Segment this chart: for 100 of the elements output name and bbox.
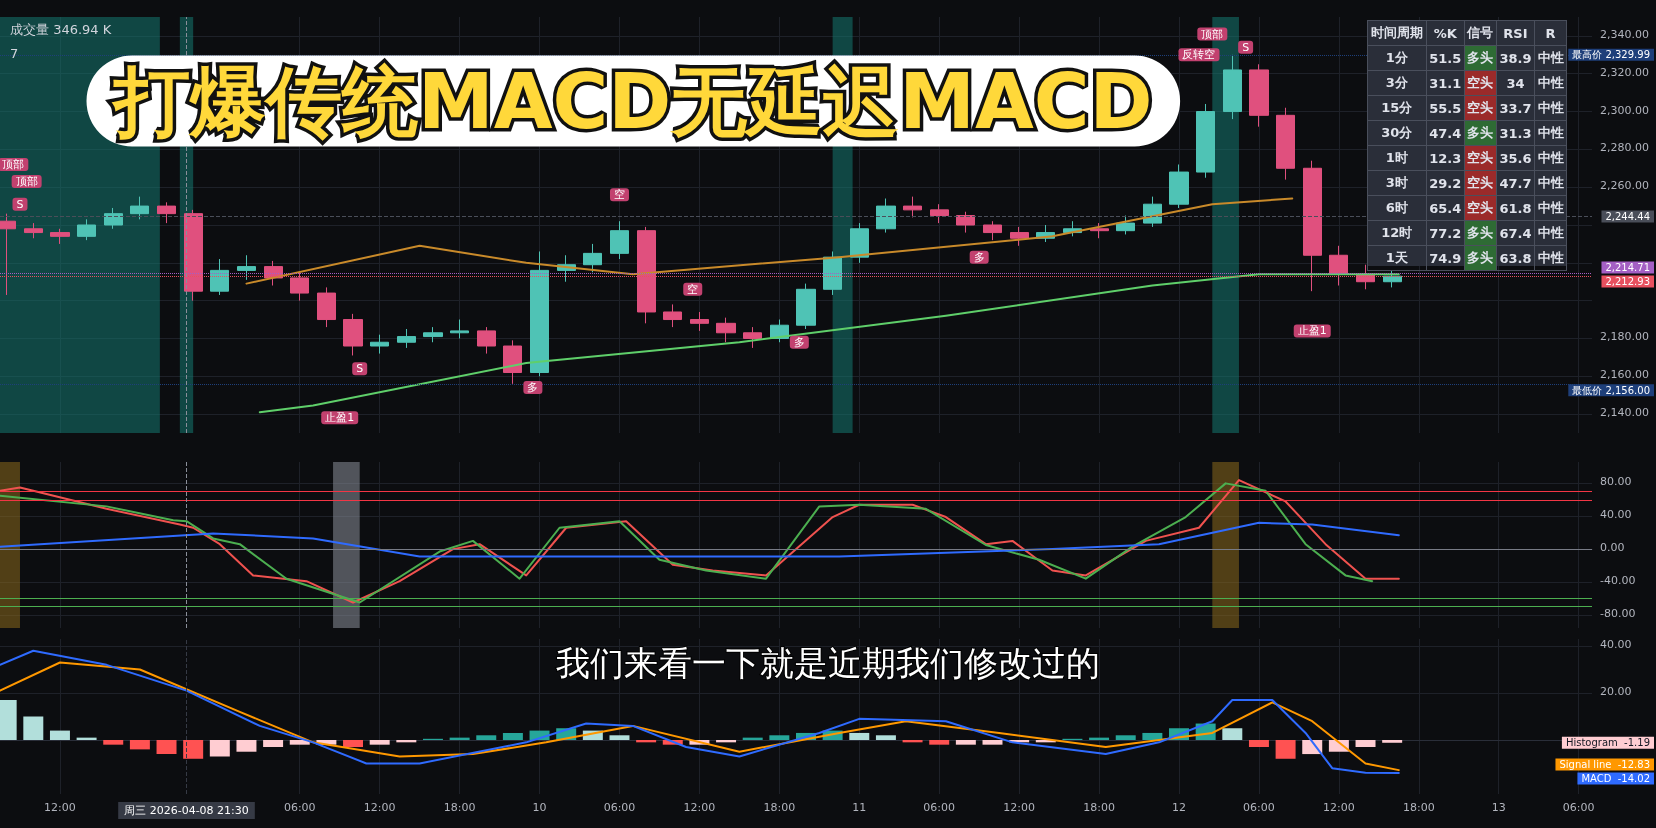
text: 空头 bbox=[1467, 175, 1494, 190]
y-tick-label: 80.00 bbox=[1600, 475, 1632, 489]
text: 中性 bbox=[1537, 200, 1564, 215]
y-tick-label: 2,340.00 bbox=[1600, 27, 1649, 41]
text: 34 bbox=[1506, 75, 1525, 91]
annotation: 止盈1 bbox=[1297, 324, 1327, 338]
y-tick-label: 2,300.00 bbox=[1600, 103, 1649, 117]
text: 35.6 bbox=[1499, 150, 1532, 166]
text: 空头 bbox=[1467, 200, 1494, 215]
y-tick-label: 40.00 bbox=[1600, 638, 1632, 652]
ref-line-label: 最低价 2,156.00 bbox=[1572, 384, 1650, 396]
y-tick-label: 2,260.00 bbox=[1600, 179, 1649, 193]
annotation: 反转空 bbox=[1182, 48, 1216, 62]
text: 中性 bbox=[1537, 150, 1564, 165]
y-tick-label: -40.00 bbox=[1600, 573, 1636, 587]
x-tick-label: 06:00 bbox=[283, 801, 316, 814]
text: 中性 bbox=[1537, 125, 1564, 140]
annotation: 7 bbox=[10, 46, 19, 61]
text: MACD -14.02 bbox=[1581, 773, 1650, 785]
text: 中性 bbox=[1537, 100, 1564, 115]
y-tick-label: 0.00 bbox=[1600, 541, 1625, 555]
category-label: R bbox=[1534, 20, 1567, 46]
text: 中性 bbox=[1537, 75, 1564, 90]
y-tick-label: -80.00 bbox=[1600, 606, 1636, 620]
annotation: 空 bbox=[613, 188, 625, 202]
ref-line-label: 2,212.93 bbox=[1605, 276, 1650, 287]
x-tick-label: 12:00 bbox=[683, 801, 716, 814]
annotation: S bbox=[1242, 40, 1250, 54]
text: 12时 bbox=[1381, 225, 1413, 240]
annotation: 多 bbox=[527, 381, 539, 395]
annotation: 多 bbox=[973, 250, 985, 264]
text: 1天 bbox=[1385, 250, 1408, 265]
text: 77.2 bbox=[1429, 225, 1462, 241]
text: Signal line -12.83 bbox=[1559, 759, 1650, 771]
text: 多头 bbox=[1467, 125, 1494, 140]
chart-subtitle: 我们来看一下就是近期我们修改过的 bbox=[556, 643, 1100, 683]
x-tick-label: 12:00 bbox=[44, 801, 76, 814]
text: 中性 bbox=[1537, 50, 1564, 65]
x-tick-label: 10 bbox=[532, 801, 547, 814]
x-tick-label: 12:00 bbox=[1003, 801, 1035, 814]
y-tick-label: 2,280.00 bbox=[1600, 141, 1649, 155]
annotation: 顶部 bbox=[2, 157, 25, 171]
text: 中性 bbox=[1537, 175, 1564, 190]
x-tick-label: 06:00 bbox=[1243, 801, 1275, 814]
text: 中性 bbox=[1537, 250, 1564, 265]
annotation: 顶部 bbox=[15, 175, 38, 189]
text: 31.1 bbox=[1429, 75, 1462, 91]
annotation: 止盈1 bbox=[325, 411, 355, 425]
x-tick-label: 13 bbox=[1491, 801, 1506, 814]
text: 空头 bbox=[1467, 100, 1494, 115]
category-label: %K bbox=[1426, 20, 1465, 46]
text: 74.9 bbox=[1429, 250, 1462, 266]
text: 空头 bbox=[1467, 150, 1494, 165]
x-tick-label: 06:00 bbox=[923, 801, 956, 814]
text: 33.7 bbox=[1499, 100, 1532, 116]
y-tick-label: 2,320.00 bbox=[1600, 65, 1649, 79]
text: Histogram -1.19 bbox=[1565, 737, 1650, 749]
text: 中性 bbox=[1537, 225, 1564, 240]
y-tick-label: 2,160.00 bbox=[1600, 368, 1649, 382]
category-label: 时间周期 bbox=[1367, 20, 1427, 46]
text: 15分 bbox=[1381, 100, 1413, 115]
text: 31.3 bbox=[1499, 125, 1532, 141]
text: 47.4 bbox=[1429, 125, 1462, 141]
annotation: 成交量 346.94 K bbox=[10, 22, 112, 37]
text: 打爆传统MACD无延迟MACD bbox=[111, 56, 1153, 146]
x-tick-label: 06:00 bbox=[603, 801, 636, 814]
text: 12.3 bbox=[1429, 150, 1462, 166]
x-tick-label: 18:00 bbox=[1402, 801, 1435, 814]
ref-line-label: 周三 2026-04-08 21:30 bbox=[124, 804, 249, 817]
y-tick-label: 2,140.00 bbox=[1600, 406, 1649, 420]
text: 65.4 bbox=[1429, 200, 1462, 216]
text: 多头 bbox=[1467, 50, 1494, 65]
y-tick-label: 20.00 bbox=[1600, 685, 1632, 699]
text: 63.8 bbox=[1499, 250, 1532, 266]
x-tick-label: 06:00 bbox=[1562, 801, 1595, 814]
text: 29.2 bbox=[1429, 175, 1462, 191]
text: 多头 bbox=[1467, 225, 1494, 240]
text: 30分 bbox=[1381, 125, 1413, 140]
text: 67.4 bbox=[1499, 225, 1532, 241]
text: 47.7 bbox=[1499, 175, 1532, 191]
text: 38.9 bbox=[1499, 50, 1532, 66]
y-tick-label: 2,180.00 bbox=[1600, 330, 1649, 344]
text: 空头 bbox=[1467, 75, 1494, 90]
x-tick-label: 11 bbox=[852, 801, 867, 814]
annotation: 顶部 bbox=[1201, 27, 1224, 41]
text: 3时 bbox=[1385, 175, 1408, 190]
x-tick-label: 18:00 bbox=[763, 801, 796, 814]
ref-line-label: 最高价 2,329.99 bbox=[1572, 49, 1650, 61]
ref-line-label: 2,214.71 bbox=[1605, 262, 1650, 273]
y-tick-label: 40.00 bbox=[1600, 508, 1632, 522]
x-tick-label: 18:00 bbox=[1083, 801, 1115, 814]
x-tick-label: 18:00 bbox=[443, 801, 476, 814]
text: 3分 bbox=[1385, 75, 1408, 90]
ref-line-label: 2,244.44 bbox=[1605, 211, 1650, 223]
x-tick-label: 12 bbox=[1172, 801, 1187, 814]
category-label: 信号 bbox=[1464, 20, 1497, 46]
text: 多头 bbox=[1467, 250, 1494, 265]
x-tick-label: 12:00 bbox=[363, 801, 396, 814]
category-label: RSI bbox=[1496, 20, 1535, 46]
annotation: 空 bbox=[687, 282, 699, 296]
